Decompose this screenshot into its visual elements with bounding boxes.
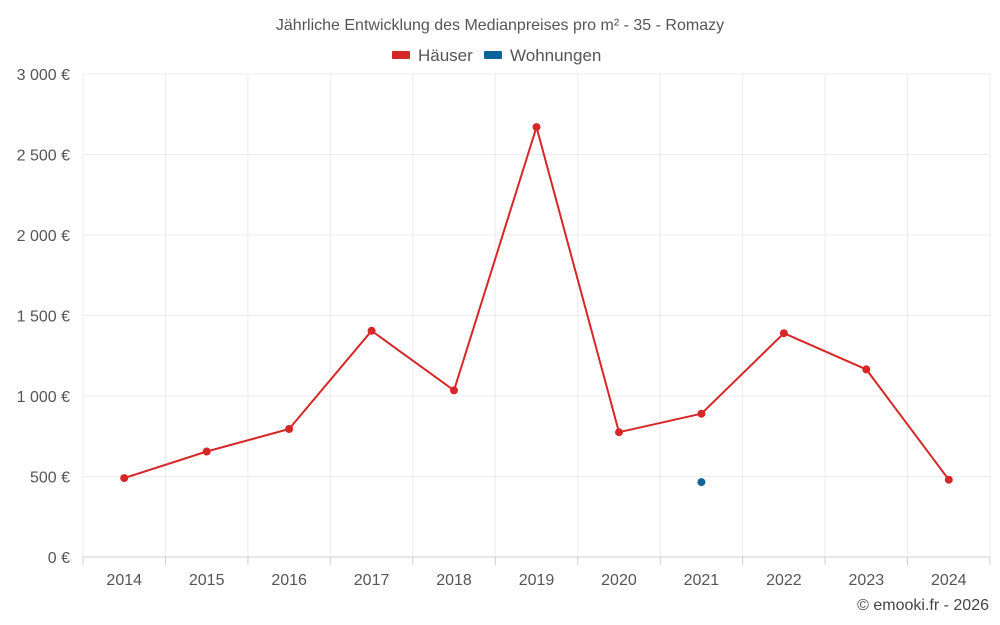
data-point[interactable] [862, 365, 871, 374]
x-tick-label: 2024 [931, 572, 967, 589]
legend-item-haeuser[interactable]: Häuser [392, 46, 473, 65]
legend: Häuser Wohnungen [392, 46, 601, 65]
legend-swatch-wohnungen [484, 51, 502, 59]
x-tick-label: 2016 [271, 572, 307, 589]
data-point[interactable] [779, 329, 788, 338]
x-axis-ticks: 2014 2015 2016 2017 2018 2019 2020 2021 2022 2023… [106, 572, 966, 589]
legend-label-wohnungen: Wohnungen [510, 46, 601, 65]
x-tick-label: 2015 [189, 572, 225, 589]
data-point[interactable] [120, 474, 129, 483]
x-tick-label: 2018 [436, 572, 472, 589]
data-point[interactable] [532, 123, 541, 132]
y-tick-label: 500 € [30, 470, 70, 487]
y-tick-label: 1 000 € [17, 389, 70, 406]
legend-label-haeuser: Häuser [418, 46, 473, 65]
x-tick-label: 2019 [519, 572, 555, 589]
x-tick-label: 2023 [849, 572, 885, 589]
y-tick-label: 0 € [48, 550, 70, 567]
x-tick-label: 2020 [601, 572, 637, 589]
grid [82, 73, 991, 557]
y-tick-label: 2 000 € [17, 228, 70, 245]
data-point[interactable] [944, 475, 953, 484]
axes [82, 556, 991, 565]
y-tick-label: 3 000 € [17, 67, 70, 84]
data-point[interactable] [697, 478, 706, 487]
x-tick-label: 2014 [106, 572, 142, 589]
data-point[interactable] [202, 447, 211, 456]
data-point[interactable] [367, 326, 376, 335]
data-point[interactable] [697, 409, 706, 418]
legend-swatch-haeuser [392, 51, 410, 59]
chart-title: Jährliche Entwicklung des Medianpreises … [276, 17, 724, 34]
data-point[interactable] [450, 386, 458, 395]
y-axis-ticks: 0 € 500 € 1 000 € 1 500 € 2 000 € 2 500 € 3 00… [17, 67, 70, 567]
x-tick-label: 2022 [766, 572, 802, 589]
data-point[interactable] [285, 425, 294, 433]
y-tick-label: 1 500 € [17, 309, 70, 326]
y-tick-label: 2 500 € [17, 148, 70, 165]
x-tick-label: 2017 [354, 572, 390, 589]
series [120, 123, 953, 487]
legend-item-wohnungen[interactable]: Wohnungen [484, 46, 601, 65]
x-tick-label: 2021 [684, 572, 720, 589]
data-point[interactable] [615, 428, 623, 437]
credit-text: © emooki.fr - 2026 [857, 597, 989, 614]
